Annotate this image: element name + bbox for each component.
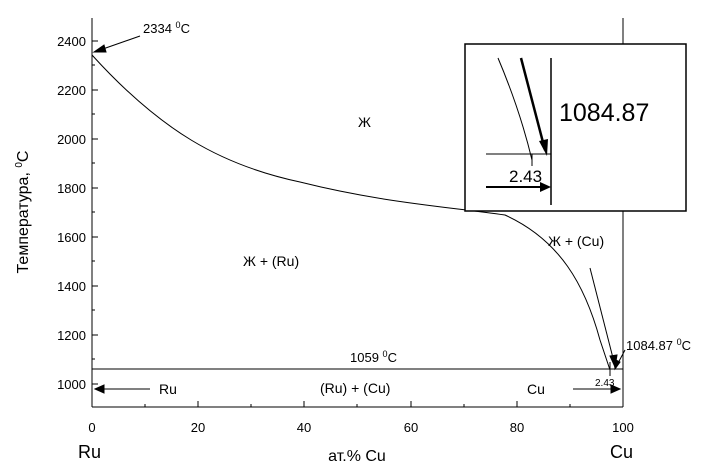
- liquidus-curve: [91, 54, 611, 371]
- y-tick-label: 1200: [57, 328, 86, 343]
- x-tick-label: 0: [88, 420, 95, 435]
- x-ticks: [144, 401, 571, 407]
- cu-region-label: Cu: [527, 381, 545, 397]
- eutectic-composition-label: 2.43: [595, 378, 615, 389]
- x-tick-label: 20: [191, 420, 205, 435]
- y-tick-label: 1600: [57, 230, 86, 245]
- eutectic-temp-label: 1059 0C: [350, 349, 397, 365]
- liquid-cu-region-label: Ж + (Cu): [548, 233, 604, 249]
- liquid-ru-region-label: Ж + (Ru): [243, 253, 299, 269]
- inset-temp-label: 1084.87: [559, 99, 649, 127]
- liquid-region-label: Ж: [358, 114, 371, 130]
- inset-comp-arrow-head: [540, 182, 551, 192]
- inset-liquidus: [497, 57, 533, 161]
- x-tick-labels: 0 20 40 60 80 100: [88, 420, 633, 435]
- annotation-arrows: [92, 35, 626, 394]
- inset-comp-label: 2.43: [509, 167, 542, 186]
- ru-region-label: Ru: [159, 381, 177, 397]
- y-axis-title: Температура, 0C: [14, 151, 32, 274]
- cu-melting-point-label: 1084.87 0C: [626, 337, 691, 353]
- ru-melting-point-label: 2334 0C: [143, 20, 190, 36]
- y-tick-label: 2000: [57, 132, 86, 147]
- y-ticks: [92, 40, 98, 385]
- y-tick-label: 2200: [57, 83, 86, 98]
- inset-arrow-head: [539, 139, 548, 156]
- x-tick-label: 60: [404, 420, 418, 435]
- inset-arrow-line: [519, 57, 547, 151]
- y-tick-label: 1800: [57, 181, 86, 196]
- x-axis-title: ат.% Cu: [328, 448, 386, 461]
- left-element-label: Ru: [78, 442, 101, 461]
- x-tick-label: 100: [612, 420, 634, 435]
- y-tick-label: 2400: [57, 34, 86, 49]
- y-tick-label: 1400: [57, 279, 86, 294]
- x-tick-label: 80: [510, 420, 524, 435]
- y-tick-labels: 1000 1200 1400 1600 1800 2000 2200 2400: [57, 34, 86, 392]
- inset-zoom: 1084.87 2.43: [464, 43, 687, 212]
- ru-cu-region-label: (Ru) + (Cu): [320, 380, 390, 396]
- y-tick-label: 1000: [57, 377, 86, 392]
- right-element-label: Cu: [610, 442, 633, 461]
- x-tick-label: 40: [297, 420, 311, 435]
- inset-frame: [464, 43, 687, 212]
